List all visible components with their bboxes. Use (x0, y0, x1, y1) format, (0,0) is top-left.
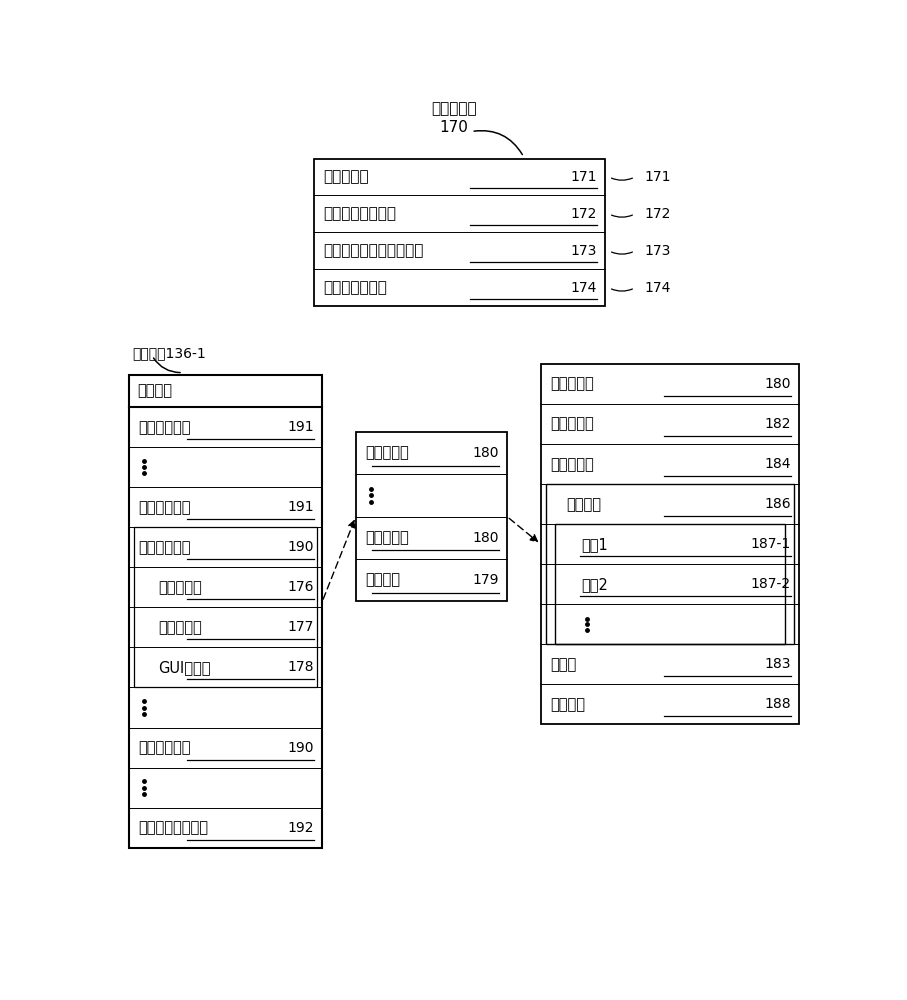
Text: 事件识别器: 事件识别器 (366, 530, 409, 545)
Bar (129, 375, 322, 848)
Text: 171: 171 (644, 170, 670, 184)
Text: 事件递送: 事件递送 (551, 697, 586, 712)
Text: 171: 171 (571, 170, 597, 184)
Text: 177: 177 (288, 620, 314, 634)
Text: 事件比较器: 事件比较器 (551, 457, 594, 472)
Text: 182: 182 (765, 417, 791, 431)
Text: 187-1: 187-1 (751, 537, 791, 551)
Text: 事件识别器: 事件识别器 (551, 377, 594, 392)
Bar (555, 524, 785, 644)
Text: 事件定义: 事件定义 (566, 497, 601, 512)
Text: 应用程序视图: 应用程序视图 (139, 420, 191, 435)
Text: 187-2: 187-2 (751, 577, 791, 591)
Text: 184: 184 (765, 457, 791, 471)
Text: 180: 180 (472, 446, 499, 460)
Bar (314, 159, 606, 306)
Text: 事件识别器: 事件识别器 (366, 446, 409, 461)
Text: 191: 191 (288, 500, 314, 514)
Text: 172: 172 (571, 207, 597, 221)
Text: 事件1: 事件1 (581, 537, 609, 552)
Bar (356, 432, 507, 601)
Text: 191: 191 (288, 420, 314, 434)
Text: 180: 180 (765, 377, 791, 391)
Text: 活动事件识别器确定模块: 活动事件识别器确定模块 (324, 243, 424, 258)
Text: 178: 178 (288, 660, 314, 674)
Text: 元数据: 元数据 (551, 657, 577, 672)
Bar (546, 484, 794, 644)
Text: 应用程序136-1: 应用程序136-1 (132, 346, 206, 360)
Text: 事件分配器模块: 事件分配器模块 (324, 280, 387, 295)
Text: 190: 190 (288, 540, 314, 554)
Text: 186: 186 (765, 497, 791, 511)
Text: 应用程序: 应用程序 (137, 384, 172, 399)
Text: 数据更新器: 数据更新器 (159, 580, 202, 595)
Text: 事件监视器: 事件监视器 (324, 169, 369, 184)
Text: 应用程序视图: 应用程序视图 (139, 500, 191, 515)
Text: 命中视图确定模块: 命中视图确定模块 (324, 206, 396, 221)
Text: GUI更新器: GUI更新器 (159, 660, 210, 675)
Text: 事件处理程序: 事件处理程序 (139, 740, 191, 755)
Text: 173: 173 (644, 244, 670, 258)
Bar (134, 527, 317, 687)
Text: 事件数据: 事件数据 (366, 573, 401, 588)
Text: 180: 180 (472, 531, 499, 545)
Text: 174: 174 (571, 281, 597, 295)
Text: 应用程序内部状态: 应用程序内部状态 (139, 820, 209, 835)
Text: 179: 179 (472, 573, 499, 587)
Text: 183: 183 (765, 657, 791, 671)
Text: 174: 174 (644, 281, 670, 295)
Text: 192: 192 (288, 821, 314, 835)
Text: 190: 190 (288, 741, 314, 755)
Bar (541, 364, 799, 724)
Text: 170: 170 (439, 120, 468, 135)
Text: 188: 188 (765, 697, 791, 711)
Text: 172: 172 (644, 207, 670, 221)
Text: 176: 176 (288, 580, 314, 594)
Text: 173: 173 (571, 244, 597, 258)
Text: 事件2: 事件2 (581, 577, 609, 592)
Text: 事件分类器: 事件分类器 (431, 101, 476, 116)
Text: 对象更新器: 对象更新器 (159, 620, 202, 635)
Text: 事件处理程序: 事件处理程序 (139, 540, 191, 555)
Text: 事件接收器: 事件接收器 (551, 417, 594, 432)
